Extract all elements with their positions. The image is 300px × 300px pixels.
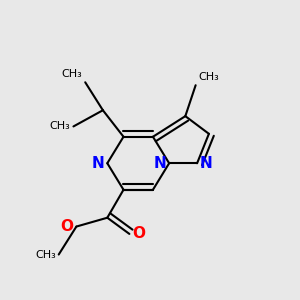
Text: CH₃: CH₃ bbox=[61, 69, 82, 79]
Text: O: O bbox=[132, 226, 145, 242]
Text: CH₃: CH₃ bbox=[199, 72, 219, 82]
Text: N: N bbox=[92, 156, 104, 171]
Text: N: N bbox=[200, 156, 213, 171]
Text: CH₃: CH₃ bbox=[35, 250, 56, 260]
Text: N: N bbox=[153, 156, 166, 171]
Text: O: O bbox=[60, 219, 74, 234]
Text: CH₃: CH₃ bbox=[50, 122, 70, 131]
